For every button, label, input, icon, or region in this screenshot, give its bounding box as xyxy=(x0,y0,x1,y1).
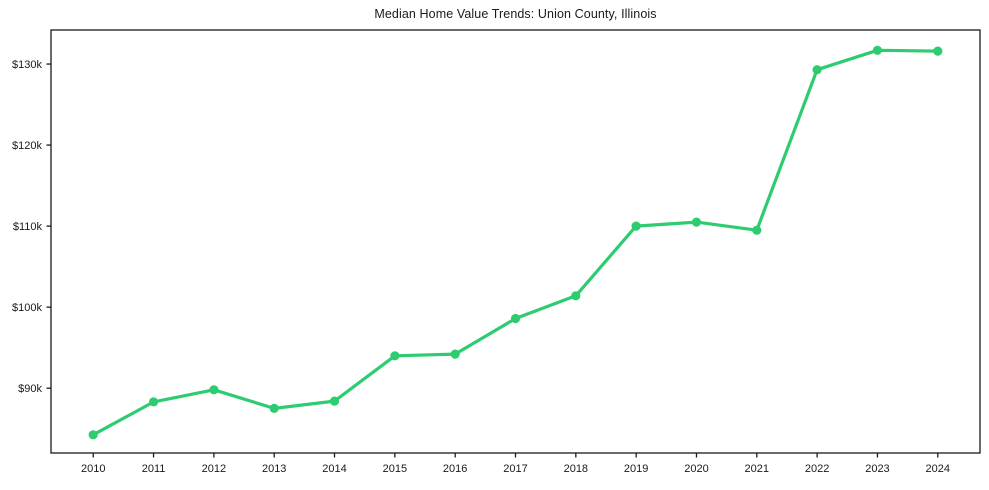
chart-title: Median Home Value Trends: Union County, … xyxy=(374,7,657,21)
x-tick-label: 2014 xyxy=(322,463,346,475)
data-point-marker xyxy=(933,46,943,56)
x-tick-label: 2017 xyxy=(503,463,527,475)
y-tick-label: $110k xyxy=(13,221,43,233)
x-tick-label: 2015 xyxy=(383,463,407,475)
data-point-marker xyxy=(329,396,340,406)
data-point-marker xyxy=(812,65,822,75)
y-tick-label: $120k xyxy=(12,140,42,152)
axis-frame xyxy=(50,29,981,454)
x-tick-label: 2023 xyxy=(865,463,889,475)
data-point-marker xyxy=(631,221,641,231)
x-tick-label: 2013 xyxy=(262,463,286,475)
y-tick-label: $100k xyxy=(12,302,42,314)
data-point-marker xyxy=(450,349,460,359)
data-point-marker xyxy=(571,291,581,301)
data-point-marker xyxy=(691,217,702,227)
x-tick-label: 2011 xyxy=(142,463,166,475)
x-tick-label: 2024 xyxy=(926,463,950,475)
x-tick-label: 2010 xyxy=(81,463,105,475)
data-point-marker xyxy=(510,313,521,324)
data-point-marker xyxy=(390,351,400,361)
data-point-marker xyxy=(872,45,883,55)
data-point-marker xyxy=(209,385,219,395)
x-tick-label: 2019 xyxy=(624,463,648,475)
data-point-marker xyxy=(269,403,279,413)
x-tick-label: 2016 xyxy=(443,463,467,475)
x-tick-label: 2022 xyxy=(805,463,829,475)
x-tick-label: 2012 xyxy=(202,463,226,475)
x-tick-label: 2018 xyxy=(564,463,588,475)
data-point-marker xyxy=(752,225,762,235)
x-tick-label: 2020 xyxy=(684,463,708,475)
x-tick-label: 2021 xyxy=(745,463,769,475)
data-point-marker xyxy=(149,397,159,407)
y-tick-label: $90k xyxy=(18,383,42,395)
y-tick-label: $130k xyxy=(12,59,42,71)
trend-line xyxy=(91,48,940,437)
data-point-marker xyxy=(88,430,98,440)
